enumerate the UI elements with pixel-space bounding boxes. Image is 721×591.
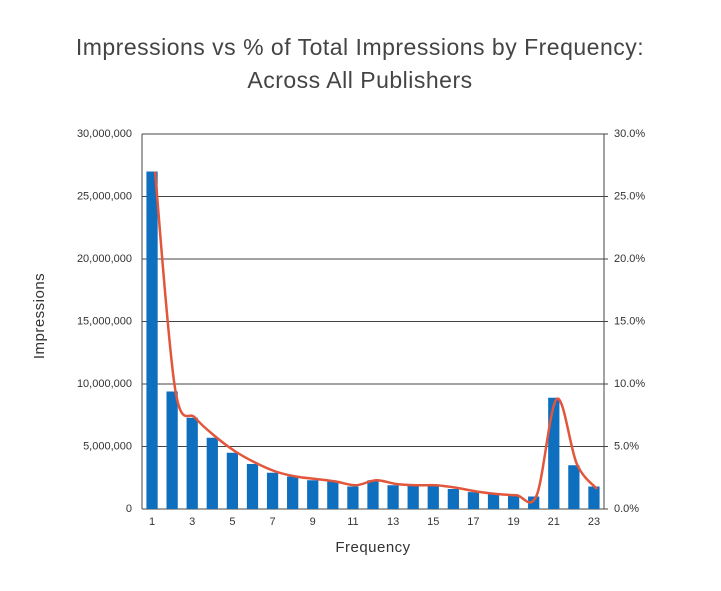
y2-tick-label: 15.0% xyxy=(614,315,645,327)
chart-title: Across All Publishers xyxy=(247,67,472,93)
y2-tick-label: 5.0% xyxy=(614,440,639,452)
chart-title: Impressions vs % of Total Impressions by… xyxy=(76,34,644,60)
x-tick-label: 15 xyxy=(427,516,439,528)
x-tick-label: 3 xyxy=(189,516,195,528)
bar xyxy=(186,417,198,509)
bar xyxy=(287,476,299,509)
bar xyxy=(507,495,520,509)
y2-tick-label: 0.0% xyxy=(614,503,639,515)
bar xyxy=(568,465,580,509)
y2-tick-label: 30.0% xyxy=(614,128,645,140)
x-tick-label: 11 xyxy=(347,516,358,528)
bar xyxy=(528,496,540,509)
bar xyxy=(347,486,359,509)
bar xyxy=(246,464,259,509)
y-tick-label: 5,000,000 xyxy=(83,440,132,452)
x-tick-label: 13 xyxy=(387,516,399,528)
line xyxy=(153,171,598,504)
x-tick-label: 7 xyxy=(270,516,276,528)
x-tick-label: 5 xyxy=(229,516,235,528)
bar xyxy=(206,437,218,509)
y2-tick-label: 25.0% xyxy=(614,190,645,202)
bar xyxy=(467,492,480,509)
x-axis-title: Frequency xyxy=(335,539,410,556)
bar xyxy=(387,485,399,509)
x-tick-label: 9 xyxy=(310,516,316,528)
y-tick-label: 0 xyxy=(126,503,132,515)
x-tick-label: 21 xyxy=(548,516,560,528)
y-tick-label: 15,000,000 xyxy=(77,315,132,327)
bar xyxy=(226,452,239,509)
x-tick-label: 1 xyxy=(149,516,155,528)
y2-tick-label: 10.0% xyxy=(614,378,645,390)
bar xyxy=(487,494,500,509)
y-tick-label: 20,000,000 xyxy=(77,253,132,265)
bar xyxy=(367,480,379,509)
bar xyxy=(166,391,178,509)
y-tick-label: 10,000,000 xyxy=(77,378,132,390)
x-tick-label: 23 xyxy=(588,516,600,528)
bar xyxy=(327,481,339,509)
bar xyxy=(307,480,319,509)
bar xyxy=(407,485,419,509)
y2-tick-label: 20.0% xyxy=(614,253,645,265)
bar xyxy=(427,485,439,509)
bar xyxy=(146,171,158,509)
y-axis-title: Impressions xyxy=(31,273,48,359)
y-tick-label: 25,000,000 xyxy=(77,190,132,202)
x-tick-label: 17 xyxy=(467,516,479,528)
bar xyxy=(588,486,600,509)
x-tick-label: 19 xyxy=(507,516,519,528)
bar xyxy=(266,472,279,509)
bar xyxy=(447,489,459,509)
y-tick-label: 30,000,000 xyxy=(77,128,132,140)
bar xyxy=(548,397,560,509)
